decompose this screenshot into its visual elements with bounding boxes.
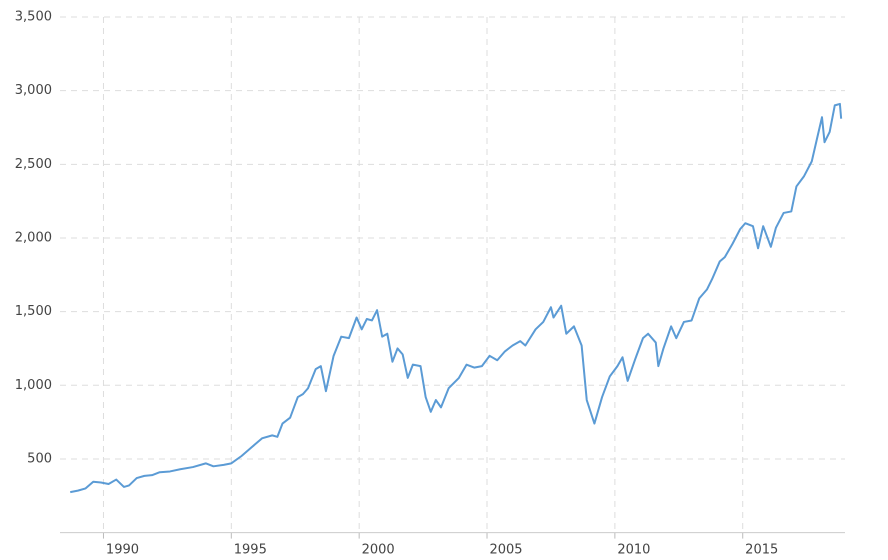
- y-tick-label: 1,000: [15, 378, 52, 393]
- y-tick-label: 2,500: [15, 157, 52, 172]
- x-tick-label: 1995: [234, 543, 267, 558]
- x-tick-label: 2010: [617, 543, 650, 558]
- y-tick-label: 500: [27, 451, 52, 466]
- y-tick-label: 3,500: [15, 10, 52, 25]
- x-tick-label: 1990: [106, 543, 139, 558]
- x-tick-label: 2000: [362, 543, 395, 558]
- y-tick-label: 1,500: [15, 304, 52, 319]
- data-line: [70, 102, 843, 494]
- x-tick-label: 2015: [745, 543, 778, 558]
- y-tick-label: 2,000: [15, 230, 52, 245]
- x-tick-label: 2005: [489, 543, 522, 558]
- y-tick-label: 3,000: [15, 83, 52, 98]
